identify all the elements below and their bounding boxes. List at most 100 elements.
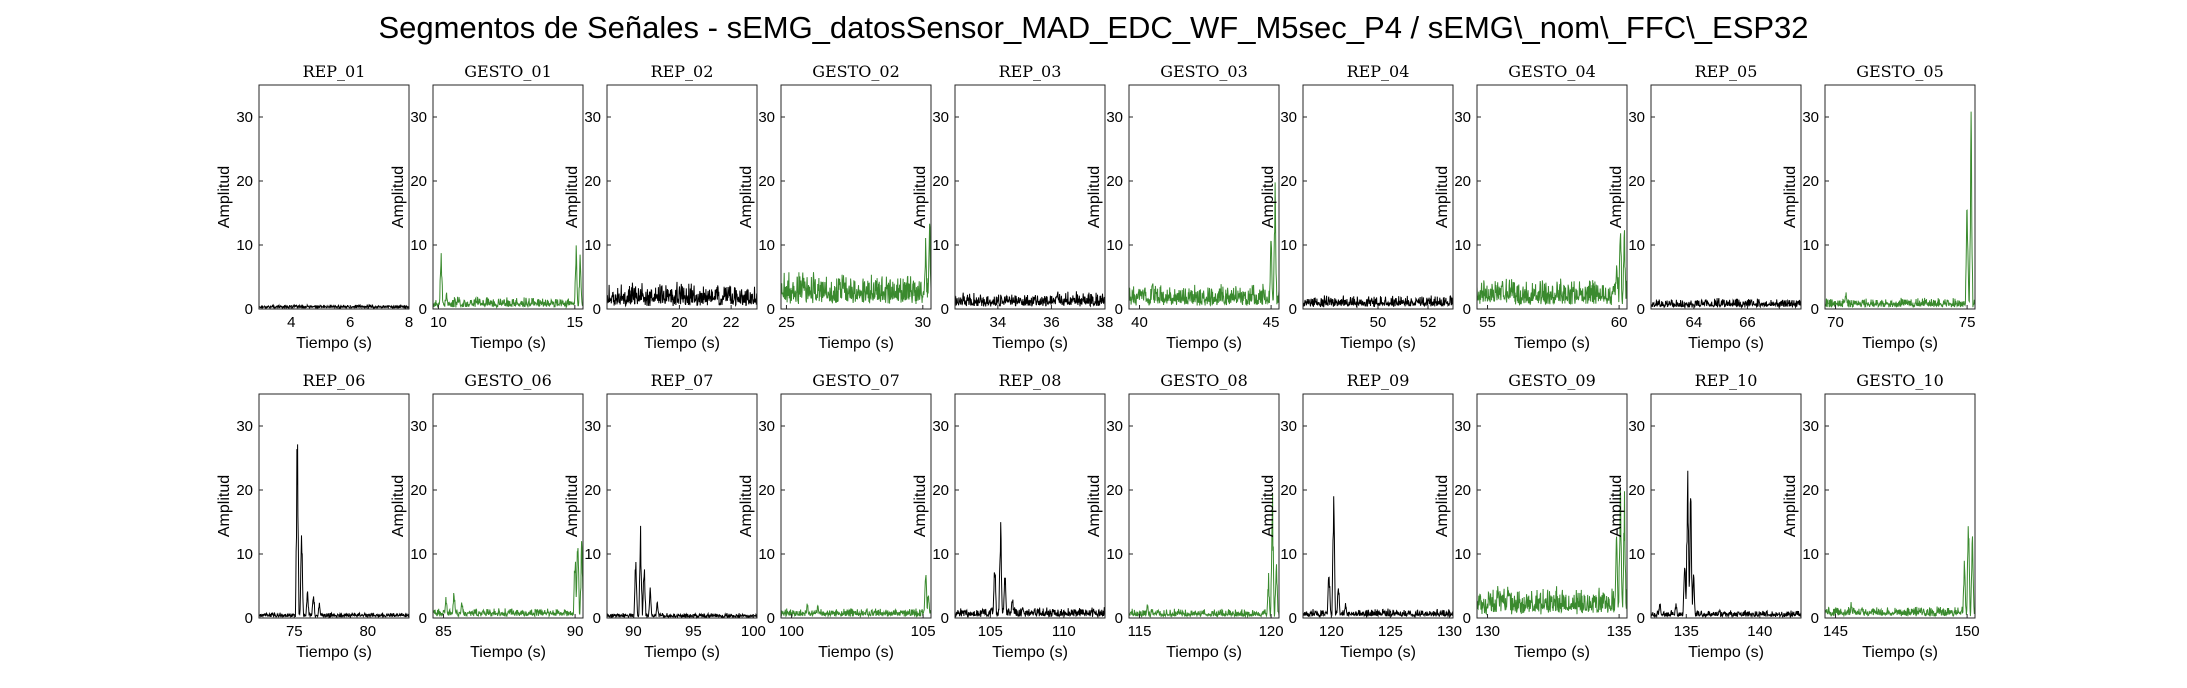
x-axis-label: Tiempo (s) (992, 335, 1068, 352)
y-tick-label: 10 (584, 546, 601, 563)
x-tick-label: 100 (779, 623, 804, 640)
x-tick-label: 95 (685, 623, 702, 640)
y-tick-label: 0 (1637, 610, 1645, 627)
axes-box (954, 84, 1106, 310)
y-tick-label: 20 (236, 173, 253, 190)
subplot-rep-06: 0 10 20 30 75 80 REP_06 Tiempo (s) Amplitud (216, 371, 410, 661)
panel-title: GESTO_03 (1160, 62, 1248, 81)
axes-box (780, 393, 932, 619)
x-tick-label: 135 (1674, 623, 1699, 640)
signal-trace (432, 541, 584, 618)
axes-box (1650, 393, 1802, 619)
y-tick-label: 0 (941, 301, 949, 318)
x-tick-label: 36 (1043, 314, 1060, 331)
y-tick-label: 30 (1280, 418, 1297, 435)
x-tick-label: 115 (1128, 623, 1152, 640)
y-axis-label: Amplitud (1434, 166, 1451, 228)
y-axis-label: Amplitud (390, 166, 407, 228)
signal-trace (1476, 230, 1628, 307)
x-tick-label: 70 (1827, 314, 1844, 331)
x-tick-label: 150 (1955, 623, 1980, 640)
x-tick-label: 125 (1378, 623, 1403, 640)
panel-title: GESTO_09 (1508, 371, 1596, 390)
x-axis-label: Tiempo (s) (644, 335, 720, 352)
x-axis-label: Tiempo (s) (1340, 644, 1416, 661)
y-tick-label: 0 (1463, 610, 1471, 627)
y-tick-label: 30 (410, 418, 427, 435)
y-tick-label: 30 (1802, 418, 1819, 435)
axes-box (1476, 84, 1628, 310)
y-tick-label: 10 (932, 237, 949, 254)
y-axis-label: Amplitud (1260, 475, 1277, 537)
y-tick-label: 20 (236, 482, 253, 499)
y-tick-label: 0 (593, 301, 601, 318)
panel-title: GESTO_04 (1508, 62, 1596, 81)
y-tick-label: 0 (1463, 301, 1471, 318)
y-tick-label: 20 (1628, 482, 1645, 499)
subplot-rep-05: 0 10 20 30 64 66 REP_05 Tiempo (s) Amplitud (1608, 62, 1802, 352)
x-tick-label: 4 (287, 314, 295, 331)
x-axis-label: Tiempo (s) (1688, 335, 1764, 352)
y-tick-label: 30 (1106, 109, 1123, 126)
y-tick-label: 0 (767, 610, 775, 627)
subplot-gesto-09: 0 10 20 30 130 135 GESTO_09 Tiempo (s) Amplitud (1434, 371, 1632, 661)
y-tick-label: 10 (236, 546, 253, 563)
y-tick-label: 10 (1106, 546, 1123, 563)
y-tick-label: 20 (1106, 173, 1123, 190)
y-tick-label: 0 (419, 301, 427, 318)
y-tick-label: 0 (1115, 301, 1123, 318)
y-axis-label: Amplitud (738, 166, 755, 228)
axes-box (606, 84, 758, 310)
axes-box (432, 393, 584, 619)
y-axis-label: Amplitud (564, 166, 581, 228)
x-axis-label: Tiempo (s) (1166, 335, 1242, 352)
x-tick-label: 45 (1263, 314, 1280, 331)
panel-title: GESTO_05 (1856, 62, 1944, 81)
y-axis-label: Amplitud (1086, 475, 1103, 537)
subplot-rep-02: 0 10 20 30 20 22 REP_02 Tiempo (s) Amplitud (564, 62, 758, 352)
y-tick-label: 20 (1106, 482, 1123, 499)
y-tick-label: 30 (1280, 109, 1297, 126)
y-tick-label: 30 (758, 109, 775, 126)
y-tick-label: 0 (1289, 301, 1297, 318)
subplot-gesto-04: 0 10 20 30 55 60 GESTO_04 Tiempo (s) Amplitud (1434, 62, 1628, 352)
x-tick-label: 75 (1959, 314, 1976, 331)
y-axis-label: Amplitud (1260, 166, 1277, 228)
y-tick-label: 0 (767, 301, 775, 318)
y-tick-label: 20 (584, 173, 601, 190)
subplot-gesto-08: 0 10 20 30 115 120 GESTO_08 Tiempo (s) Amplitud (1086, 371, 1284, 661)
signal-trace (1128, 182, 1280, 307)
signal-trace (954, 522, 1106, 619)
panel-title: GESTO_07 (812, 371, 900, 390)
y-axis-label: Amplitud (216, 475, 233, 537)
x-axis-label: Tiempo (s) (296, 644, 372, 661)
x-tick-label: 8 (405, 314, 413, 331)
panel-title: GESTO_06 (464, 371, 552, 390)
y-axis-label: Amplitud (1608, 166, 1625, 228)
y-axis-label: Amplitud (912, 475, 929, 537)
axes-box (606, 393, 758, 619)
x-axis-label: Tiempo (s) (992, 644, 1068, 661)
y-tick-label: 10 (758, 237, 775, 254)
y-tick-label: 20 (758, 173, 775, 190)
signal-trace (1650, 470, 1802, 619)
y-tick-label: 10 (1454, 546, 1471, 563)
y-axis-label: Amplitud (1782, 475, 1799, 537)
y-tick-label: 10 (1628, 546, 1645, 563)
x-tick-label: 85 (435, 623, 452, 640)
y-tick-label: 0 (1637, 301, 1645, 318)
panel-title: GESTO_01 (464, 62, 552, 81)
y-tick-label: 30 (932, 109, 949, 126)
y-tick-label: 10 (932, 546, 949, 563)
y-tick-label: 10 (410, 237, 427, 254)
panel-title: REP_04 (1347, 62, 1410, 81)
x-axis-label: Tiempo (s) (1862, 335, 1938, 352)
axes-box (432, 84, 584, 310)
y-axis-label: Amplitud (216, 166, 233, 228)
axes-box (1824, 393, 1976, 619)
axes-box (780, 84, 932, 310)
y-axis-label: Amplitud (564, 475, 581, 537)
y-tick-label: 10 (758, 546, 775, 563)
y-tick-label: 30 (1106, 418, 1123, 435)
